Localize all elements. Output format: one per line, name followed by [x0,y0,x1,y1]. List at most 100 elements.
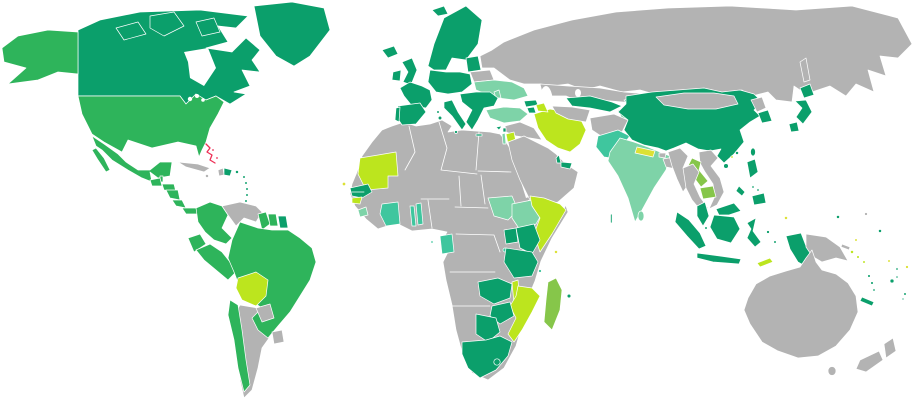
region-iceland [381,45,399,59]
region-paraguay [255,303,275,323]
region-jamaica [205,174,209,178]
region-portugal [394,106,401,123]
region-cote-divoire [379,201,401,227]
region-bolivia [235,271,269,307]
region-moluccas [766,230,770,234]
region-brazil [227,221,317,339]
region-central-europe [427,69,473,95]
region-tanzania [503,247,539,279]
region-vanuatu [870,281,874,285]
region-samoa [905,265,909,269]
region-uzbekistan [565,95,623,113]
region-ireland [391,69,402,82]
region-comoros [538,269,542,273]
great-lakes [195,94,199,98]
region-borneo [709,214,741,244]
region-south-africa [461,335,513,379]
region-armenia [526,106,537,114]
region-corsica [436,110,440,114]
region-luzon [746,158,759,179]
region-puerto-rico [235,170,239,174]
region-australia [743,249,859,359]
region-new-zealand-north [883,337,897,359]
region-solomon-islands [856,255,860,259]
region-kiribati [878,229,882,233]
great-lakes [201,98,205,102]
region-solomon-islands [862,260,866,264]
region-wallis-and-futuna [895,267,899,271]
region-japan-hokkaido [799,83,815,99]
region-azerbaijan [535,102,549,113]
region-syria-iraq [504,121,543,141]
region-georgia [523,99,539,108]
region-gabon [439,233,455,255]
region-sulawesi [746,217,762,248]
region-chile [227,299,251,393]
region-south-korea [757,109,773,124]
region-israel [501,132,507,145]
region-micronesia [836,215,840,219]
region-visayas [751,185,755,189]
region-lebanon [502,127,507,133]
region-vanuatu [867,274,871,278]
region-sri-lanka [637,210,645,222]
region-kenya [515,223,541,255]
region-mexico [91,135,173,183]
region-alaska [1,29,79,85]
region-cuba [177,161,211,173]
region-hainan [723,163,729,169]
region-vanuatu [872,288,876,292]
region-vietnam [698,149,725,210]
sahara-border-lines [404,121,512,307]
region-timor-leste [756,257,774,268]
region-palau [784,216,788,220]
region-baja-california [91,147,111,173]
region-french-guiana [277,215,289,229]
region-dominican-republic [223,167,233,177]
region-lesser-antilles [242,175,246,179]
region-hong-kong [735,151,739,155]
region-mauritius [566,293,572,299]
region-papua-new-guinea [805,233,849,263]
great-lakes [187,96,193,102]
region-canada-arctic-2 [195,17,221,37]
region-togo [409,205,417,227]
region-baltic-states [465,55,482,73]
region-sao-tome [430,240,434,244]
region-greenland [253,1,331,67]
region-uruguay [271,329,285,345]
region-maldives [610,213,613,224]
region-spain [395,102,427,126]
region-tasmania [827,366,837,376]
region-crete [475,133,483,137]
region-lesser-antilles [245,187,249,191]
region-united-arab-emirates [560,161,573,170]
region-turkmenistan [551,105,591,123]
region-svalbard [431,5,449,17]
region-seychelles [554,250,558,254]
region-uganda [503,227,519,245]
region-tonga [901,297,905,301]
region-tuvalu [887,259,891,263]
region-cambodia [699,185,717,200]
region-nauru [854,238,858,242]
region-palawan [735,185,746,197]
region-new-britain [840,243,851,251]
region-solomon-islands [850,250,854,254]
region-venezuela [221,201,263,227]
region-united-kingdom [401,57,418,86]
region-arabian-peninsula [507,135,579,209]
region-cyprus [495,125,503,131]
region-colombia [195,201,233,245]
region-sumatra [674,211,707,250]
region-india [607,137,671,223]
region-mauritania [357,151,399,191]
region-japan-honshu [794,99,813,125]
region-fiji [895,275,899,279]
region-malaysia-borneo [715,202,742,216]
region-lesser-antilles [244,199,248,203]
region-suriname [267,213,279,227]
persian-gulf [547,146,565,156]
